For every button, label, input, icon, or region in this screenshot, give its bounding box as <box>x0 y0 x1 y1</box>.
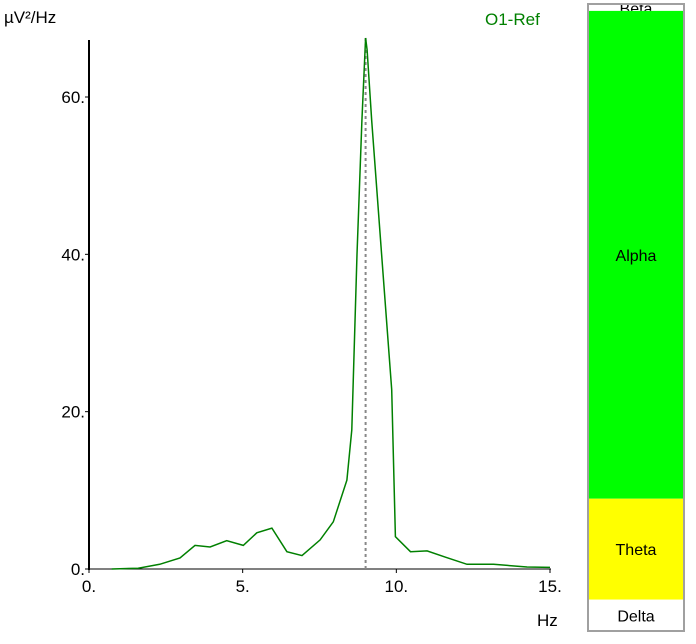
y-tick-label: 20. <box>61 403 85 422</box>
band-label: Beta <box>620 1 653 18</box>
band-segment <box>588 10 684 499</box>
series-line-o1-ref <box>111 37 551 570</box>
band-bar-border <box>587 3 685 632</box>
band-delta: Delta <box>588 599 684 631</box>
x-tick-label: 10. <box>385 577 409 596</box>
x-tick-label: 0. <box>82 577 96 596</box>
band-label: Theta <box>616 542 657 559</box>
band-power-bar: Beta Alpha Theta Delta <box>587 1 685 632</box>
band-label: Delta <box>617 608 654 625</box>
y-tick-label: 40. <box>61 245 85 264</box>
band-segment <box>588 498 684 600</box>
band-segment <box>588 599 684 631</box>
band-beta: Beta <box>588 1 684 18</box>
band-theta: Theta <box>588 498 684 600</box>
chart-title: O1-Ref <box>485 10 540 29</box>
x-tick-label: 15. <box>538 577 562 596</box>
band-segment <box>588 4 684 11</box>
band-label: Alpha <box>616 248 657 265</box>
y-tick-label: 60. <box>61 88 85 107</box>
y-axis-label: µV²/Hz <box>4 8 56 27</box>
y-tick-label: 0. <box>71 560 85 579</box>
x-axis-label: Hz <box>537 611 558 630</box>
band-alpha: Alpha <box>588 10 684 499</box>
x-tick-label: 5. <box>236 577 250 596</box>
